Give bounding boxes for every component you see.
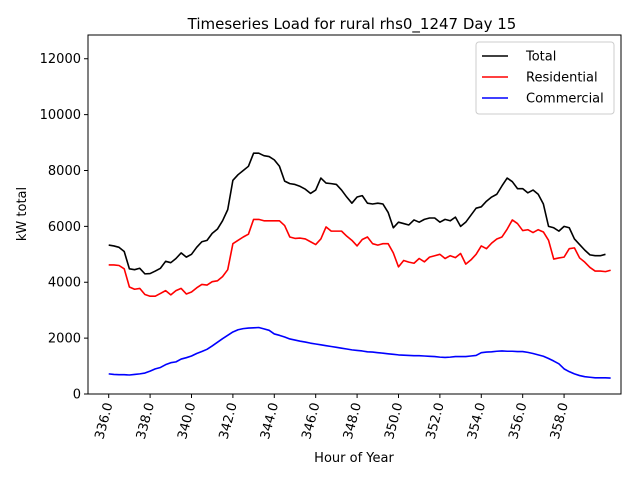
y-axis-label: kW total	[15, 187, 30, 241]
chart-title: Timeseries Load for rural rhs0_1247 Day …	[187, 15, 517, 34]
x-axis-label: Hour of Year	[314, 451, 394, 466]
y-tick-label: 0	[73, 388, 81, 403]
legend-label-residential: Residential	[526, 71, 598, 86]
legend: Total Residential Commercial	[475, 41, 615, 115]
legend-label-total: Total	[525, 50, 556, 65]
y-tick-label: 12000	[40, 52, 81, 67]
plot-frame	[87, 34, 622, 395]
series-lines	[108, 152, 611, 379]
series-line-commercial	[108, 326, 611, 379]
plot-area	[87, 34, 622, 395]
series-line-residential	[108, 218, 611, 298]
series-line-total	[108, 152, 606, 275]
y-tick-label: 6000	[48, 220, 81, 235]
y-tick-label: 10000	[40, 108, 81, 123]
y-axis: 0 2000 4000 6000 8000 10000 12000	[40, 52, 88, 403]
y-tick-label: 4000	[48, 276, 81, 291]
legend-label-commercial: Commercial	[526, 92, 604, 107]
legend-box	[475, 41, 615, 115]
y-tick-label: 2000	[48, 332, 81, 347]
y-tick-label: 8000	[48, 164, 81, 179]
